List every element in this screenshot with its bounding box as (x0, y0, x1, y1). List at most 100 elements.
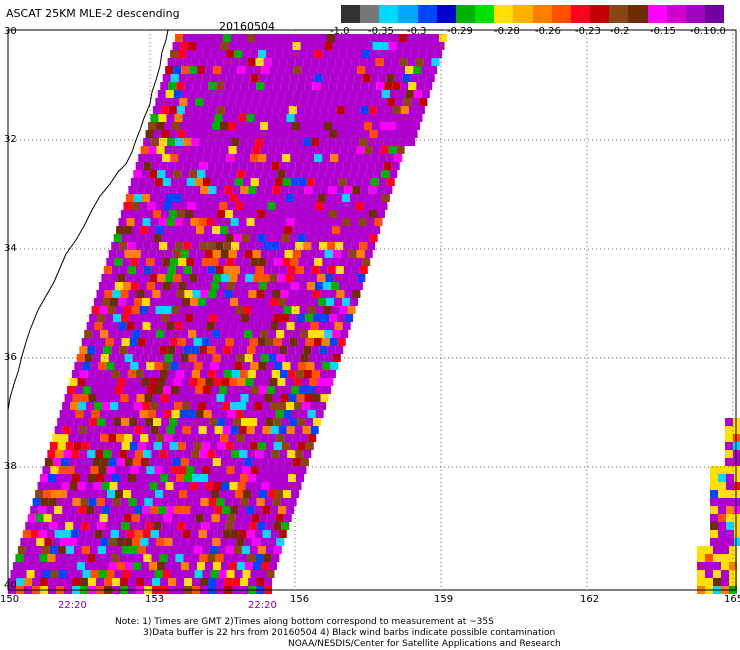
swath-cell (228, 250, 237, 258)
swath-cell (221, 90, 230, 98)
swath-cell (299, 306, 308, 314)
swath-cell (726, 506, 734, 514)
swath-cell (413, 66, 422, 74)
swath-cell (218, 74, 227, 82)
swath-cell (315, 98, 324, 106)
swath-cell (344, 82, 353, 90)
swath-cell (253, 482, 262, 490)
swath-cell (345, 130, 354, 138)
swath-cell (263, 346, 272, 354)
swath-cell (320, 394, 329, 402)
swath-cell (223, 370, 232, 378)
swath-cell (351, 138, 360, 146)
swath-cell (243, 202, 252, 210)
swath-cell (273, 130, 282, 138)
swath-cell (271, 58, 280, 66)
swath-cell (133, 194, 142, 202)
swath-cell (273, 338, 282, 346)
swath-cell (359, 266, 368, 274)
swath-cell (191, 58, 200, 66)
swath-cell (177, 234, 186, 242)
swath-cell (219, 306, 228, 314)
swath-cell (247, 242, 256, 250)
colorbar-label: -0.26 (535, 26, 561, 37)
swath-cell (250, 362, 259, 370)
swath-cell (326, 218, 335, 226)
swath-cell (114, 258, 123, 266)
swath-cell (49, 442, 58, 450)
swath-cell (93, 378, 102, 386)
swath-cell (305, 314, 314, 322)
swath-cell (174, 218, 183, 226)
swath-cell (148, 330, 157, 338)
swath-cell (314, 362, 323, 370)
swath-cell (90, 570, 99, 578)
swath-cell (343, 58, 352, 66)
swath-cell (272, 210, 281, 218)
swath-cell (116, 226, 125, 234)
swath-cell (191, 242, 200, 250)
swath-cell (222, 506, 231, 514)
swath-cell (65, 442, 74, 450)
swath-cell (164, 226, 173, 234)
swath-cell (268, 146, 277, 154)
swath-cell (197, 170, 206, 178)
swath-cell (240, 394, 249, 402)
swath-cell (218, 282, 227, 290)
swath-cell (352, 106, 361, 114)
swath-cell (362, 178, 371, 186)
swath-cell (405, 66, 414, 74)
swath-cell (391, 34, 399, 42)
swath-cell (255, 370, 264, 378)
swath-cell (725, 458, 733, 466)
swath-cell (36, 538, 45, 546)
swath-cell (325, 194, 334, 202)
swath-cell (306, 50, 315, 58)
swath-cell (143, 266, 152, 274)
swath-cell (323, 122, 332, 130)
swath-cell (240, 498, 249, 506)
swath-cell (334, 218, 343, 226)
swath-cell (406, 114, 415, 122)
swath-cell (165, 66, 174, 74)
swath-cell (338, 50, 347, 58)
swath-cell (107, 514, 116, 522)
swath-cell (225, 418, 234, 426)
swath-cell (293, 482, 302, 490)
swath-cell (323, 98, 332, 106)
swath-cell (186, 74, 195, 82)
swath-cell (322, 74, 331, 82)
swath-cell (187, 490, 196, 498)
swath-cell (12, 562, 21, 570)
swath-cell (304, 106, 313, 114)
swath-cell (208, 82, 217, 90)
swath-cell (161, 522, 170, 530)
swath-cell (215, 242, 224, 250)
swath-cell (42, 570, 51, 578)
swath-cell (334, 322, 343, 330)
swath-cell (280, 498, 289, 506)
swath-cell (165, 90, 174, 98)
swath-cell (268, 250, 277, 258)
swath-cell (393, 130, 402, 138)
swath-cell (201, 418, 210, 426)
swath-cell (40, 578, 49, 586)
colorbar-label: -1.0 (330, 26, 350, 37)
swath-cell (358, 218, 367, 226)
swath-cell (193, 130, 202, 138)
swath-cell (367, 34, 375, 42)
swath-cell (191, 554, 200, 562)
swath-cell (212, 250, 221, 258)
swath-cell (247, 370, 256, 378)
swath-cell (106, 570, 115, 578)
swath-cell (269, 482, 278, 490)
swath-cell (98, 282, 107, 290)
swath-cell (200, 210, 209, 218)
swath-cell (392, 106, 401, 114)
swath-cell (145, 314, 154, 322)
swath-cell (173, 274, 182, 282)
swath-cell (383, 138, 392, 146)
swath-cell (162, 386, 171, 394)
swath-cell (177, 418, 186, 426)
swath-cell (95, 474, 104, 482)
